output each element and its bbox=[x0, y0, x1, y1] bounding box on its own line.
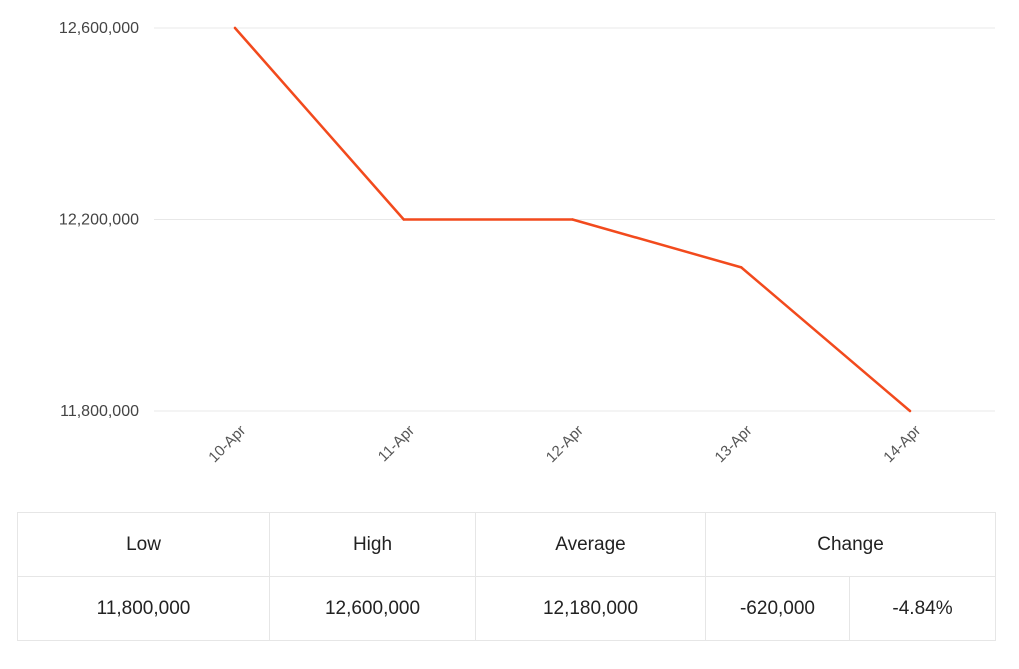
value-average: 12,180,000 bbox=[475, 576, 706, 641]
data-point bbox=[571, 218, 574, 221]
stats-header-row: Low High Average Change bbox=[17, 512, 996, 577]
header-high: High bbox=[269, 512, 476, 577]
x-tick-label: 14-Apr bbox=[880, 422, 924, 466]
header-change: Change bbox=[705, 512, 996, 577]
stats-value-row: 11,800,000 12,600,000 12,180,000 -620,00… bbox=[17, 576, 996, 641]
y-tick-label: 12,200,000 bbox=[59, 212, 139, 229]
data-point bbox=[908, 409, 912, 413]
y-axis: 11,800,000 12,200,000 12,600,000 bbox=[59, 20, 139, 420]
x-tick-label: 11-Apr bbox=[375, 422, 418, 465]
data-point bbox=[233, 26, 237, 30]
x-tick-label: 12-Apr bbox=[543, 422, 587, 466]
data-point bbox=[402, 218, 405, 221]
series-layer bbox=[233, 26, 912, 413]
stats-table: Low High Average Change 11,800,000 12,60… bbox=[17, 512, 996, 641]
header-average: Average bbox=[475, 512, 706, 577]
value-low: 11,800,000 bbox=[17, 576, 270, 641]
header-low: Low bbox=[17, 512, 270, 577]
data-point bbox=[740, 266, 743, 269]
x-tick-label: 13-Apr bbox=[712, 422, 756, 466]
value-change-abs: -620,000 bbox=[705, 576, 850, 641]
y-tick-label: 12,600,000 bbox=[59, 20, 139, 37]
line-chart: 11,800,000 12,200,000 12,600,000 10-Apr 11-… bbox=[59, 20, 995, 466]
value-change-pct: -4.84% bbox=[849, 576, 996, 641]
x-tick-label: 10-Apr bbox=[205, 422, 249, 466]
value-high: 12,600,000 bbox=[269, 576, 476, 641]
y-tick-label: 11,800,000 bbox=[60, 403, 139, 420]
x-axis: 10-Apr 11-Apr 12-Apr 13-Apr 14-Apr bbox=[205, 422, 924, 466]
